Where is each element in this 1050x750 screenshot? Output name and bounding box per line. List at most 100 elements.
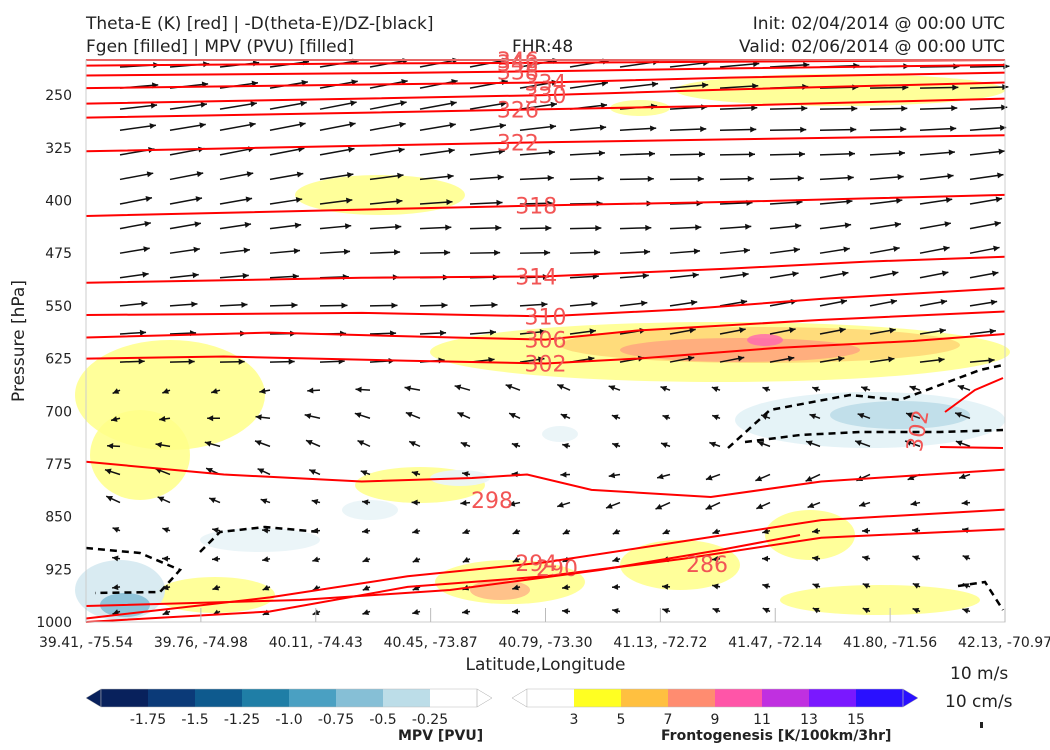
wind-vector-head-327 — [262, 527, 269, 534]
wind-vector-head-349 — [462, 556, 470, 563]
theta-e-contour-286 — [85, 534, 801, 607]
wind-vector-head-206 — [539, 328, 546, 335]
wind-vector-34 — [919, 86, 959, 89]
x-tick-label-4: 40.79, -73.30 — [498, 635, 592, 651]
wind-vector-head-336 — [712, 528, 720, 535]
wind-vector-64 — [619, 127, 657, 131]
wind-vector-head-66 — [750, 126, 757, 133]
wind-vector-head-262 — [611, 414, 619, 421]
wind-vector-head-316 — [606, 503, 613, 509]
mpv-small-b — [342, 500, 398, 520]
wind-vector-head-12 — [753, 61, 760, 68]
fgen-colorbar-segment-0 — [527, 689, 575, 707]
wind-vector-head-64 — [650, 125, 657, 132]
wind-vector-head-276 — [409, 441, 416, 447]
wind-vector-head-127 — [194, 221, 201, 228]
wind-vector-head-272 — [204, 440, 212, 447]
vector-reference-vertical: 10 cm/s — [945, 692, 1013, 712]
theta-e-label-318: 318 — [515, 195, 557, 220]
wind-vector-head-368 — [512, 584, 519, 591]
wind-vector-head-389 — [662, 608, 669, 614]
wind-vector-head-321 — [859, 501, 866, 508]
wind-vector-head-52 — [951, 105, 958, 112]
wind-vector-head-217 — [188, 358, 195, 365]
fgen-colorbar-segment-6 — [809, 689, 857, 707]
wind-vector-head-65 — [700, 126, 707, 133]
wind-vector-head-144 — [143, 246, 150, 253]
wind-vector-head-230 — [837, 356, 845, 362]
mpv-right-inner — [830, 401, 970, 429]
wind-vector-head-178 — [941, 270, 949, 277]
wind-vector-head-179 — [991, 270, 999, 277]
wind-vector-head-36 — [150, 102, 158, 109]
wind-vector-head-350 — [512, 556, 520, 563]
wind-vector-head-181 — [191, 301, 198, 308]
wind-vector-head-362 — [212, 584, 220, 591]
wind-vector-71 — [969, 126, 1007, 131]
wind-vector-head-173 — [692, 272, 699, 279]
wind-vector-head-219 — [288, 358, 295, 365]
fgen-colorbar-left-cap — [511, 688, 528, 708]
wind-vector-head-312 — [411, 499, 418, 506]
theta-e-label-302: 302 — [525, 352, 567, 377]
wind-vector-head-71 — [999, 124, 1007, 131]
wind-vector-63 — [569, 126, 607, 131]
wind-vector-head-37 — [200, 101, 207, 108]
mpv-colorbar-segment-2 — [195, 689, 243, 707]
wind-vector-head-61 — [499, 122, 506, 129]
wind-vector-head-261 — [560, 413, 568, 420]
wind-vector-head-233 — [988, 357, 995, 364]
wind-vector-head-227 — [687, 355, 695, 362]
theta-e-contour-330 — [85, 81, 1006, 105]
wind-vector-head-387 — [562, 608, 569, 615]
wind-vector-head-148 — [343, 248, 351, 255]
wind-vector-head-152 — [544, 249, 551, 256]
wind-vector-42 — [419, 101, 457, 110]
wind-vector-head-325 — [162, 527, 169, 533]
mpv-colorbar-segment-3 — [242, 689, 290, 707]
wind-vector-head-315 — [557, 501, 564, 508]
wind-vector-head-135 — [595, 225, 602, 232]
wind-vector-66 — [719, 128, 757, 131]
wind-vector-head-277 — [460, 442, 468, 448]
wind-vector-head-278 — [511, 442, 519, 449]
y-tick-label-625: 625 — [45, 352, 72, 368]
wind-vector-head-78 — [448, 147, 455, 154]
x-tick-label-2: 40.11, -74.43 — [269, 635, 363, 651]
fgen-colorbar-segment-1 — [574, 689, 622, 707]
wind-vector-51 — [869, 107, 908, 110]
wind-vector-head-358 — [912, 555, 920, 561]
wind-vector-55 — [169, 123, 206, 131]
wind-vector-head-53 — [1001, 104, 1008, 111]
wind-vector-head-218 — [238, 358, 245, 365]
wind-vector-head-246 — [711, 386, 719, 393]
wind-vector-head-314 — [508, 500, 516, 507]
mpv-colorbar-tick-2: -1.25 — [224, 712, 260, 728]
wind-vector-head-293 — [360, 470, 368, 476]
init-time: Init: 02/04/2014 @ 00:00 UTC — [752, 14, 1005, 34]
fgen-colorbar-tick-3: 9 — [711, 712, 720, 728]
x-tick-label-7: 41.80, -71.56 — [843, 635, 937, 651]
wind-vector-28 — [619, 82, 659, 89]
wind-vector-head-309 — [260, 498, 268, 505]
wind-vector-head-34 — [952, 84, 959, 91]
wind-vector-head-180 — [141, 300, 148, 307]
wind-vector-head-209 — [689, 327, 696, 334]
wind-vector-head-254 — [207, 415, 214, 422]
wind-vector-54 — [119, 124, 157, 131]
wind-vector-head-257 — [354, 412, 362, 419]
wind-vector-head-267 — [857, 413, 865, 419]
mpv-colorbar-tick-1: -1.5 — [181, 712, 208, 728]
wind-vector-head-331 — [462, 528, 470, 535]
wind-vector-head-77 — [398, 147, 405, 154]
wind-vector-head-146 — [243, 247, 250, 254]
wind-vector-head-391 — [762, 607, 770, 614]
fgen-colorbar-tick-1: 5 — [617, 712, 626, 728]
wind-vector-head-110 — [245, 196, 253, 203]
wind-vector-head-330 — [412, 528, 419, 535]
wind-vector-head-323 — [961, 499, 968, 506]
wind-vector-head-198 — [139, 329, 147, 336]
wind-vector-head-301 — [755, 475, 763, 482]
wind-vector-head-256 — [304, 413, 312, 420]
